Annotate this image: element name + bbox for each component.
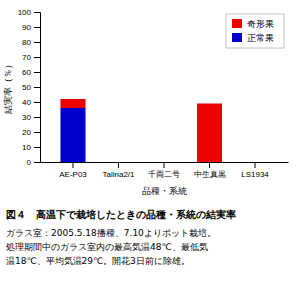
bars: [60, 99, 222, 162]
bar: [242, 162, 267, 163]
y-tick: 70: [22, 53, 40, 62]
legend-label: 奇形果: [247, 19, 274, 29]
y-tick: 60: [22, 68, 40, 77]
y-axis-title: 結実率（％）: [3, 60, 13, 115]
bar: [197, 104, 222, 163]
bar: [60, 108, 85, 162]
legend-item: 正常果: [232, 33, 274, 43]
tick-label: 千両二号: [148, 170, 180, 179]
caption: 温18℃、平均気温29℃。開花3日前に除雄。: [6, 256, 190, 266]
tick-label: 30: [22, 113, 31, 122]
axis-line: [34, 13, 41, 163]
tick-mark: [118, 162, 119, 168]
plot: 0 10 20 30 40 50 60 70 80 90 100 AE-P03 Talina2/1 千両二…: [18, 8, 289, 179]
tick-mark: [34, 12, 40, 13]
x-tick: 中生真黒: [194, 162, 226, 179]
tick-label: 10: [22, 143, 31, 152]
x-tick: AE-P03: [59, 162, 87, 179]
bar: [242, 162, 267, 163]
caption: ガラス室：2005.5.18播種、7.10よりポット栽培。: [6, 228, 216, 238]
tick-label: 80: [22, 38, 31, 47]
tick-mark: [34, 27, 40, 28]
tick-label: 中生真黒: [194, 170, 226, 179]
y-tick: 100: [18, 8, 40, 17]
y-tick: 30: [22, 113, 40, 122]
tick-label: 90: [22, 23, 31, 32]
tick-mark: [34, 87, 40, 88]
y-axis: 0 10 20 30 40 50 60 70 80 90 100: [18, 8, 41, 167]
tick-mark: [34, 132, 40, 133]
x-tick: LS1934: [241, 162, 269, 179]
legend: 奇形果正常果: [226, 14, 284, 48]
tick-label: 40: [22, 98, 31, 107]
x-tick: Talina2/1: [102, 162, 135, 179]
tick-label: 70: [22, 53, 31, 62]
bar: [106, 162, 131, 163]
tick-mark: [34, 42, 40, 43]
tick-mark: [34, 57, 40, 58]
chart: 0 10 20 30 40 50 60 70 80 90 100 AE-P03 Talina2/1 千両二…: [0, 0, 298, 301]
tick-mark: [209, 162, 210, 168]
tick-mark: [34, 117, 40, 118]
tick-label: 60: [22, 68, 31, 77]
tick-label: Talina2/1: [102, 170, 135, 179]
y-tick: 10: [22, 143, 40, 152]
series: [60, 99, 222, 162]
tick-label: 100: [18, 8, 32, 17]
tick-mark: [34, 72, 40, 73]
y-tick: 0: [27, 158, 40, 167]
bar: [151, 162, 176, 163]
series: [60, 108, 85, 162]
y-tick: 20: [22, 128, 40, 137]
bar: [151, 162, 176, 163]
legend-swatch: [232, 19, 242, 28]
tick-mark: [34, 162, 40, 163]
bar: [106, 162, 131, 163]
y-tick: 50: [22, 83, 40, 92]
tick-label: 20: [22, 128, 31, 137]
x-tick: 千両二号: [148, 162, 180, 179]
bar: [60, 99, 85, 108]
legend-frame: [226, 14, 284, 48]
legend-swatch: [232, 33, 242, 42]
legend-item: 奇形果: [232, 19, 274, 29]
y-tick: 80: [22, 38, 40, 47]
tick-label: 0: [27, 158, 32, 167]
x-axis-title: 品種・系統: [142, 186, 187, 196]
y-tick: 40: [22, 98, 40, 107]
tick-label: AE-P03: [59, 170, 87, 179]
tick-mark: [34, 102, 40, 103]
caption: 処理期間中のガラス室内の最高気温48℃、最低気: [6, 242, 208, 252]
tick-mark: [72, 162, 73, 168]
x-axis: AE-P03 Talina2/1 千両二号 中生真黒 LS1934: [41, 162, 289, 179]
tick-label: 50: [22, 83, 31, 92]
tick-mark: [164, 162, 165, 168]
title: 図４ 高温下で栽培したときの品種・系統の結実率: [6, 209, 236, 220]
tick-label: LS1934: [241, 170, 269, 179]
legend-label: 正常果: [247, 33, 274, 43]
tick-mark: [34, 147, 40, 148]
y-tick: 90: [22, 23, 40, 32]
tick-mark: [255, 162, 256, 168]
